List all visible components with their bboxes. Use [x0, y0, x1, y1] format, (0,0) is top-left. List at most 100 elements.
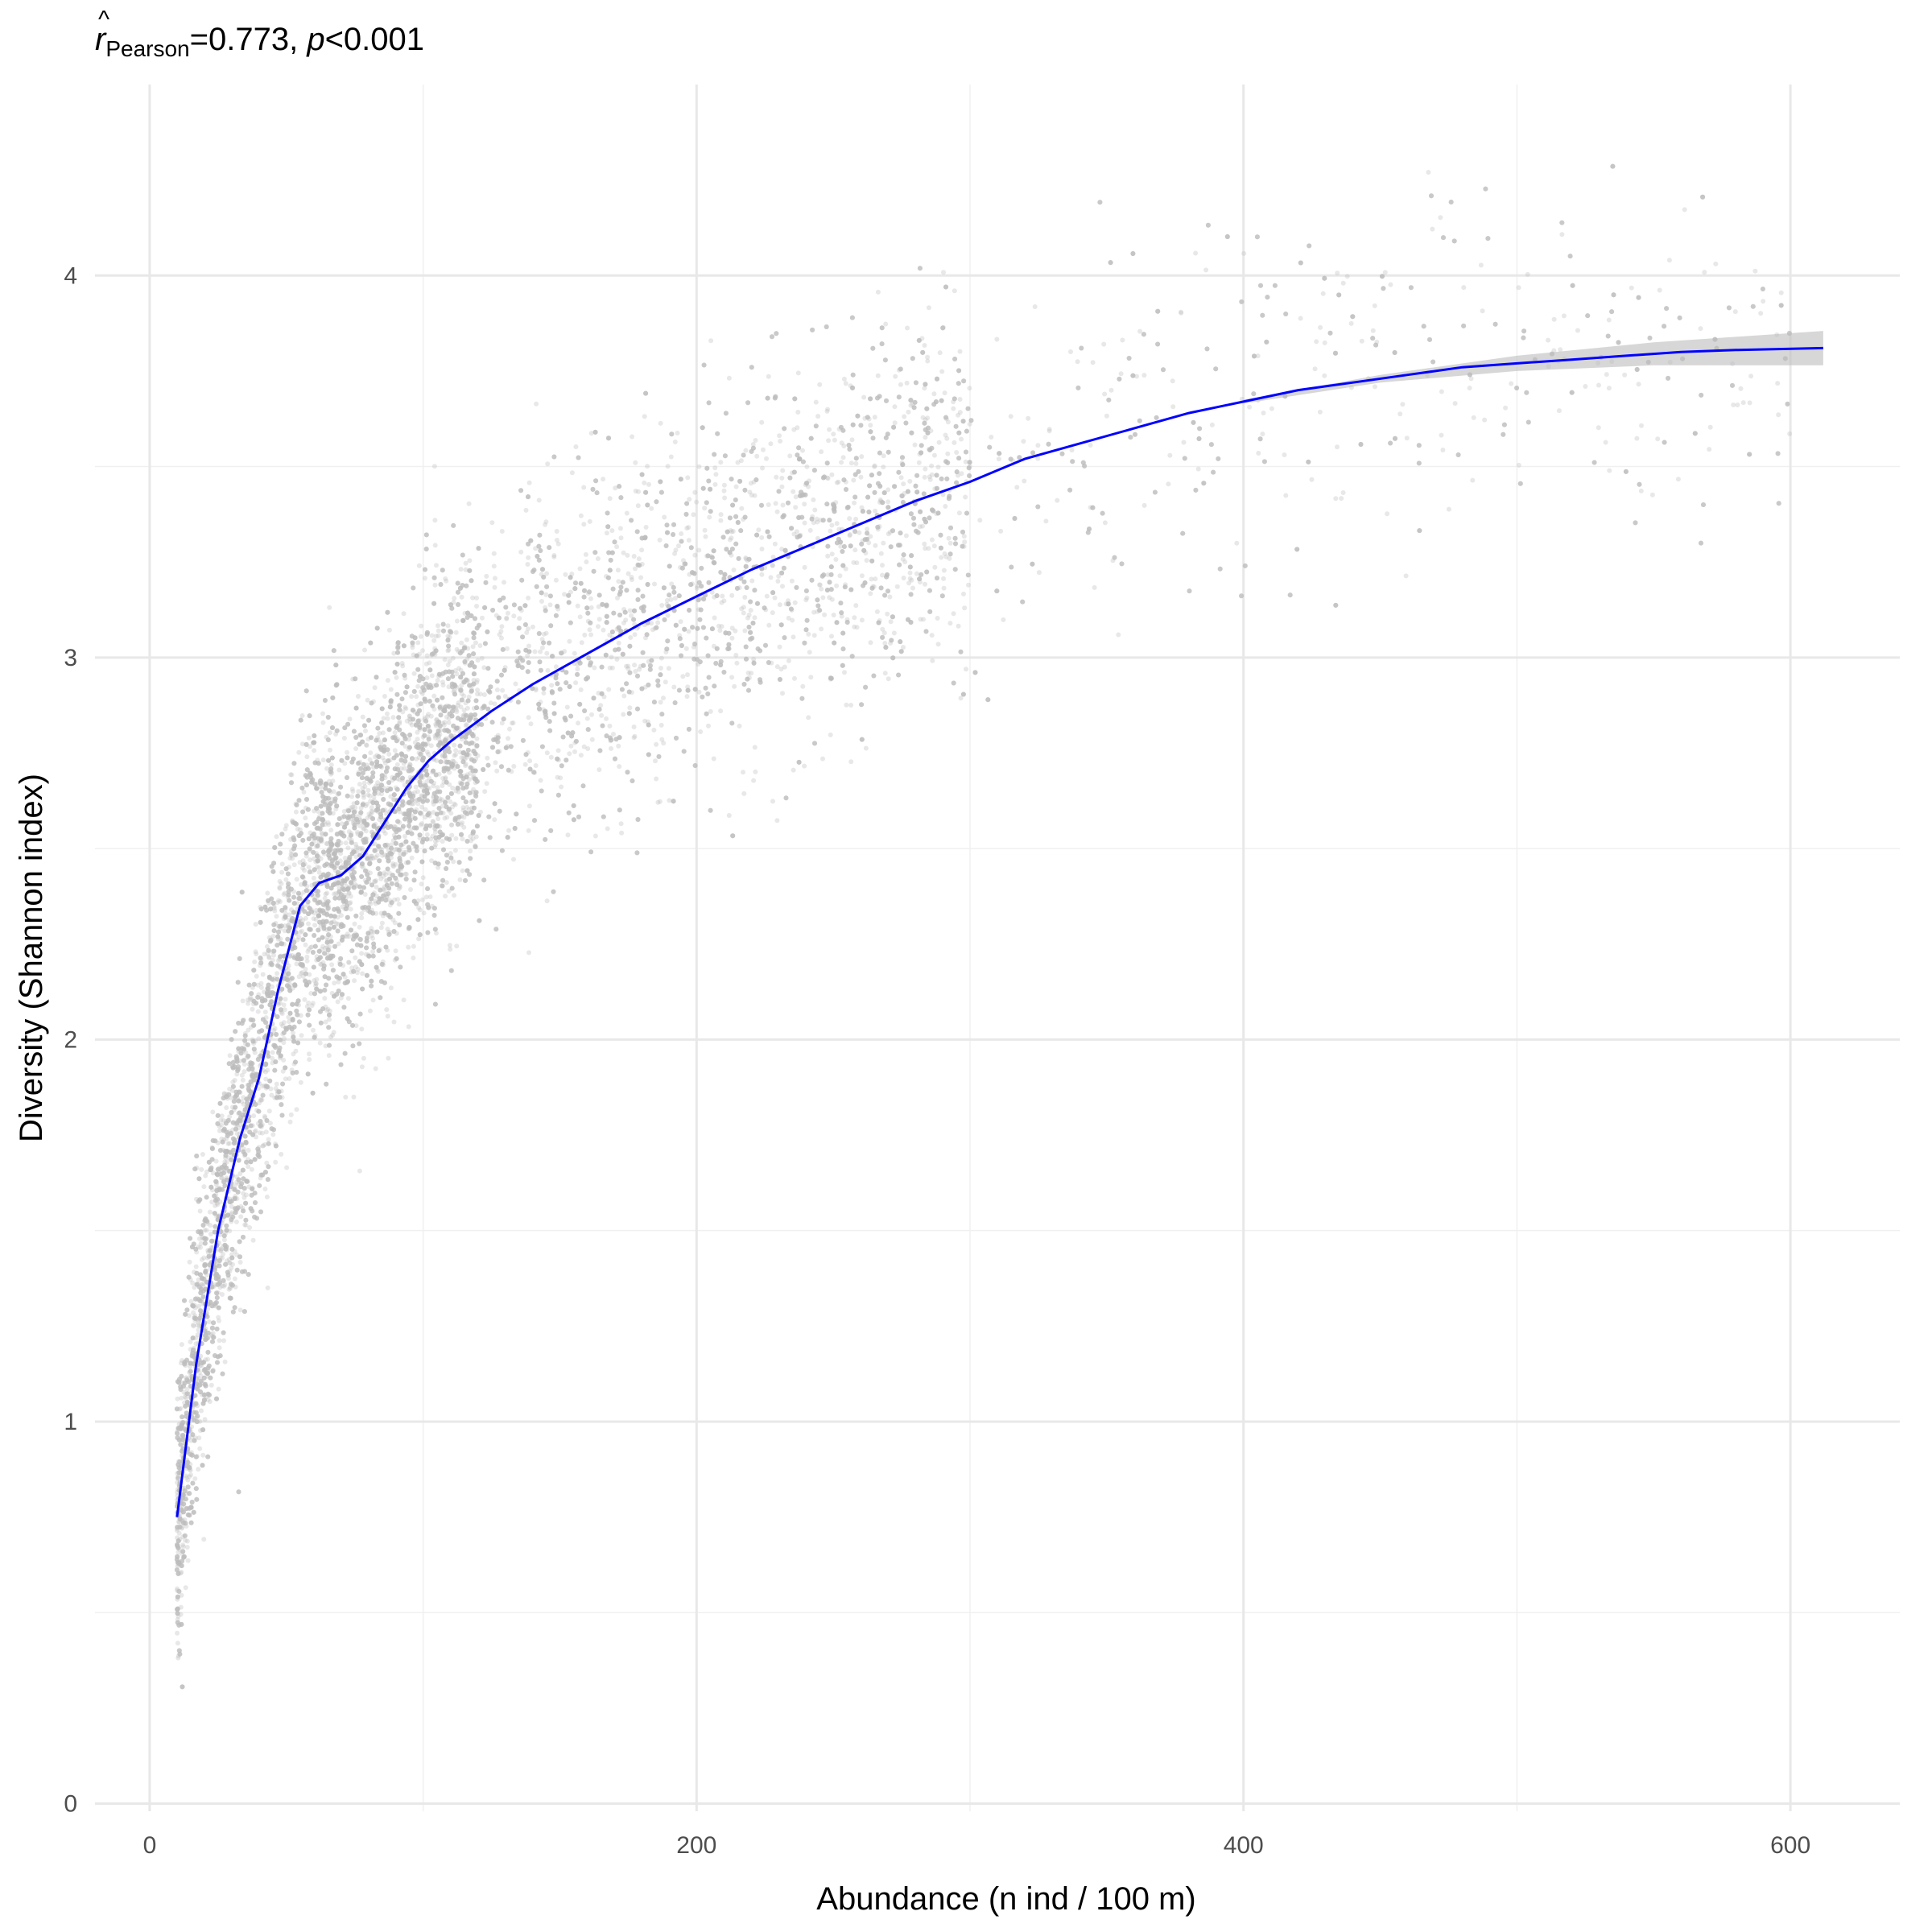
data-point	[1340, 280, 1346, 286]
data-point	[326, 954, 332, 960]
data-point	[339, 830, 345, 836]
data-point	[458, 704, 464, 710]
data-point	[909, 577, 914, 583]
data-point	[768, 575, 774, 580]
data-point	[246, 1148, 251, 1153]
data-point	[659, 737, 665, 742]
data-point	[888, 619, 894, 625]
data-point	[362, 877, 368, 883]
data-point	[330, 857, 336, 863]
data-point	[226, 1286, 232, 1292]
data-point	[394, 762, 400, 767]
data-point	[328, 873, 334, 878]
data-point	[698, 729, 704, 734]
data-point	[433, 634, 439, 639]
data-point	[392, 748, 398, 753]
data-point	[651, 727, 657, 733]
data-point	[484, 573, 489, 579]
data-point	[431, 693, 437, 699]
data-point	[568, 743, 574, 749]
data-point	[684, 526, 690, 531]
data-point	[307, 1051, 312, 1057]
data-point	[923, 546, 928, 551]
data-point	[429, 858, 435, 864]
data-point	[416, 905, 422, 910]
data-point	[499, 635, 504, 641]
data-point	[198, 1241, 204, 1246]
data-point	[649, 621, 654, 626]
data-point	[827, 595, 832, 601]
data-point	[642, 480, 647, 485]
data-point	[609, 654, 614, 660]
data-point	[440, 753, 445, 759]
data-point	[749, 493, 754, 498]
data-point	[398, 884, 403, 890]
data-point	[939, 369, 945, 374]
data-point	[224, 1105, 229, 1110]
data-point	[436, 865, 441, 870]
data-point	[735, 460, 741, 465]
data-point	[485, 755, 490, 761]
data-point	[935, 464, 941, 470]
data-point	[930, 658, 935, 663]
data-point	[1141, 373, 1147, 378]
data-point	[964, 667, 968, 672]
data-point	[352, 921, 357, 927]
data-point	[408, 887, 413, 892]
data-point	[770, 563, 775, 568]
data-point	[794, 529, 799, 535]
data-point	[853, 460, 859, 466]
data-point	[434, 563, 439, 568]
data-point	[274, 914, 279, 919]
data-point	[274, 1081, 279, 1087]
data-point	[817, 382, 823, 387]
data-point	[939, 555, 944, 560]
data-point	[319, 780, 324, 785]
data-point	[217, 1338, 222, 1344]
data-point	[330, 811, 336, 816]
data-point	[388, 687, 394, 692]
data-point	[435, 720, 440, 725]
data-point	[633, 460, 638, 465]
data-point	[802, 502, 807, 507]
data-point	[394, 776, 400, 782]
data-point	[275, 971, 280, 976]
data-point	[382, 870, 387, 876]
data-point	[409, 801, 415, 807]
data-point	[1509, 381, 1514, 386]
data-point	[733, 484, 739, 489]
data-point	[627, 705, 633, 711]
data-point	[263, 1015, 269, 1021]
data-point	[409, 694, 415, 700]
data-point	[210, 1109, 216, 1115]
data-point	[351, 849, 357, 855]
data-point	[1480, 308, 1485, 314]
data-point	[175, 1476, 180, 1481]
data-point	[359, 1064, 365, 1070]
data-point	[423, 743, 428, 748]
data-point	[452, 848, 458, 853]
data-point	[182, 1400, 188, 1406]
data-point	[888, 641, 894, 646]
data-point	[439, 797, 444, 803]
data-point	[349, 794, 355, 799]
data-point	[346, 960, 352, 965]
data-point	[1752, 268, 1758, 274]
data-point	[1738, 386, 1744, 391]
data-point	[812, 507, 818, 513]
data-point	[369, 926, 374, 931]
data-point	[262, 952, 267, 957]
data-point	[1102, 391, 1108, 397]
data-point	[431, 783, 436, 789]
data-point	[1606, 386, 1612, 391]
data-point	[258, 904, 263, 910]
data-point	[341, 833, 347, 839]
data-point	[636, 489, 641, 494]
data-point	[680, 674, 686, 679]
data-point	[1525, 271, 1530, 277]
data-point	[291, 1061, 297, 1067]
data-point	[621, 712, 626, 717]
data-point	[922, 343, 927, 348]
data-point	[759, 535, 765, 540]
